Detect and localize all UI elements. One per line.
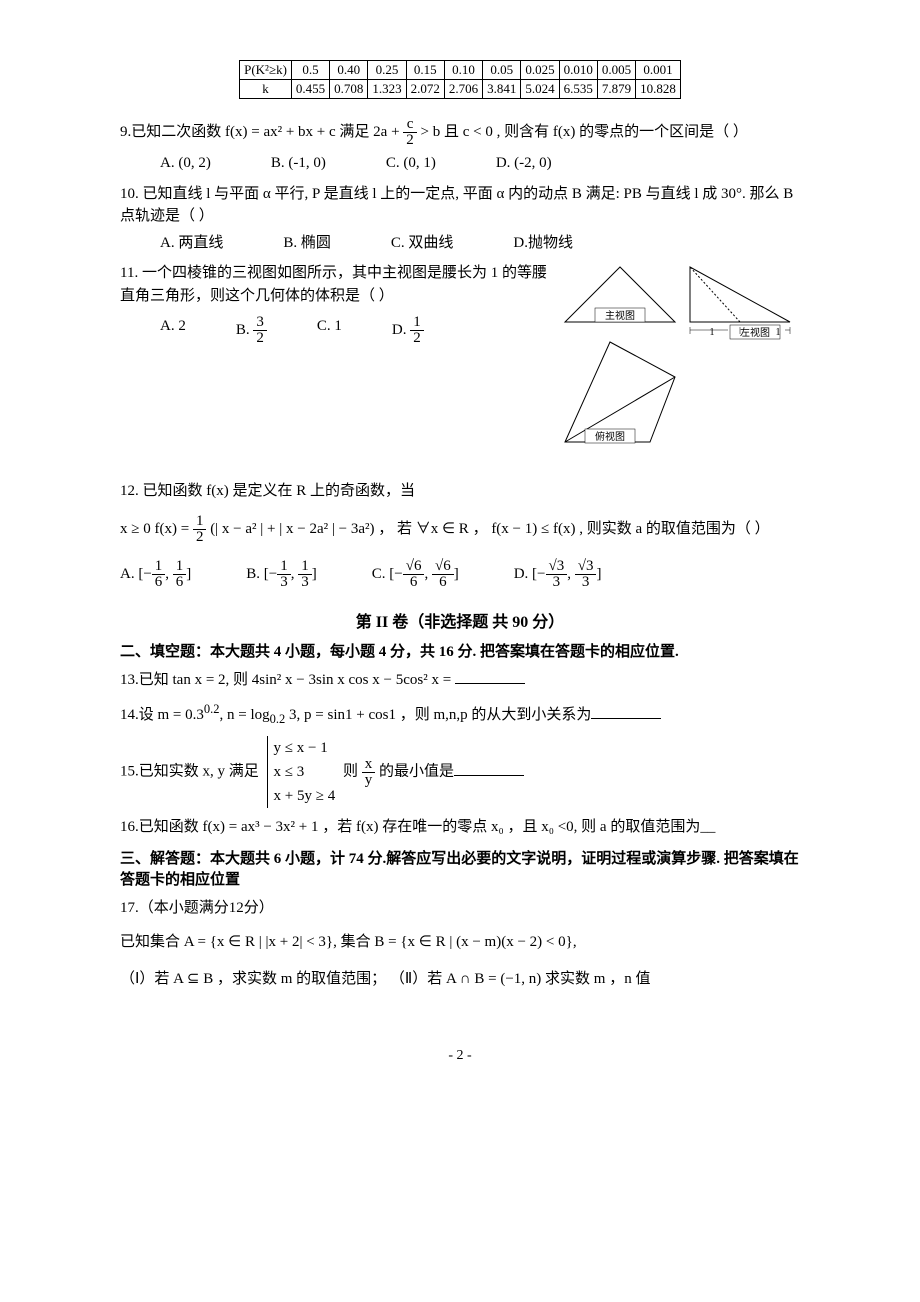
table-cell: 0.10 [444,61,482,80]
table-cell: 0.005 [597,61,635,80]
q10-options: A. 两直线 B. 椭圆 C. 双曲线 D.抛物线 [160,232,800,255]
question-9: 9.已知二次函数 f(x) = ax² + bx + c 满足 2a + c 2… [120,117,800,175]
q12-opt-c: C. [−√66, √66] [372,559,459,590]
three-views-diagram: 主视图 左视图 1 1 俯视图 [560,262,800,460]
q9-opt-c: C. (0, 1) [386,152,436,175]
q9-opt-b: B. (-1, 0) [271,152,326,175]
blank [591,704,661,719]
q12-opt-b: B. [−13, 13] [246,559,316,590]
table-cell: 10.828 [636,80,681,99]
table-cell: 5.024 [521,80,559,99]
q11-opt-a: A. 2 [160,315,186,346]
chi-square-table: P(K²≥k) 0.5 0.40 0.25 0.15 0.10 0.05 0.0… [239,60,681,99]
table-cell: 0.25 [368,61,406,80]
q9-frac: c 2 [403,117,417,148]
question-17: 17.（本小题满分12分） 已知集合 A = {x ∈ R | |x + 2| … [120,897,800,991]
q11-text: 11. 一个四棱锥的三视图如图所示，其中主视图是腰长为 1 的等腰直角三角形，则… [120,265,547,304]
q9-options: A. (0, 2) B. (-1, 0) C. (0, 1) D. (-2, 0… [160,152,800,175]
question-16: 16.已知函数 f(x) = ax³ − 3x² + 1 ，若 f(x) 存在唯… [120,816,800,839]
q10-text: 10. 已知直线 l 与平面 α 平行, P 是直线 l 上的一定点, 平面 α… [120,186,793,225]
table-cell: 0.05 [483,61,521,80]
table-cell: 0.010 [559,61,597,80]
q12-opt-a: A. [−16, 16] [120,559,191,590]
question-14: 14.设 m = 0.30.2, n = log0.2 3, p = sin1 … [120,700,800,729]
q11-opt-d: D. 12 [392,315,424,346]
section-3-sub: 三、解答题：本大题共 6 小题，计 74 分.解答应写出必要的文字说明，证明过程… [120,847,800,889]
q9-text-post: > b 且 c < 0 , 则含有 f(x) 的零点的一个区间是（ ） [421,124,748,140]
q10-opt-a: A. 两直线 [160,232,223,255]
q12-line1: 12. 已知函数 f(x) 是定义在 R 上的奇函数，当 [120,480,800,503]
table-cell: 1.323 [368,80,406,99]
q11-options: A. 2 B. 32 C. 1 D. 12 [160,315,550,346]
svg-text:1: 1 [776,327,781,338]
table-header-cell: k [240,80,292,99]
q12-options: A. [−16, 16] B. [−13, 13] C. [−√66, √66]… [120,559,800,590]
q10-opt-c: C. 双曲线 [391,232,454,255]
cases-bracket: y ≤ x − 1 x ≤ 3 x + 5y ≥ 4 [267,736,336,808]
question-13: 13.已知 tan x = 2, 则 4sin² x − 3sin x cos … [120,669,800,692]
blank [455,669,525,684]
section-2-title: 第 II 卷（非选择题 共 90 分） [120,608,800,632]
table-cell: 2.072 [406,80,444,99]
q9-text-pre: 9.已知二次函数 f(x) = ax² + bx + c 满足 2a + [120,124,403,140]
table-cell: 0.455 [291,80,329,99]
table-cell: 7.879 [597,80,635,99]
question-10: 10. 已知直线 l 与平面 α 平行, P 是直线 l 上的一定点, 平面 α… [120,183,800,255]
svg-text:左视图: 左视图 [740,326,770,339]
table-cell: 3.841 [483,80,521,99]
views-svg: 主视图 左视图 1 1 俯视图 [560,262,800,452]
table-row: P(K²≥k) 0.5 0.40 0.25 0.15 0.10 0.05 0.0… [240,61,681,80]
table-cell: 0.708 [330,80,368,99]
table-cell: 0.15 [406,61,444,80]
table-cell: 0.025 [521,61,559,80]
table-cell: 6.535 [559,80,597,99]
q9-opt-d: D. (-2, 0) [496,152,552,175]
table-cell: 0.001 [636,61,681,80]
section-2-sub: 二、填空题：本大题共 4 小题，每小题 4 分，共 16 分. 把答案填在答题卡… [120,640,800,661]
q11-opt-b: B. 32 [236,315,267,346]
blank [454,761,524,776]
table-cell: 2.706 [444,80,482,99]
page-number: - 2 - [20,1048,900,1064]
svg-text:俯视图: 俯视图 [595,430,625,443]
q10-opt-d: D.抛物线 [513,232,573,255]
q9-opt-a: A. (0, 2) [160,152,211,175]
table-row: k 0.455 0.708 1.323 2.072 2.706 3.841 5.… [240,80,681,99]
question-11: 主视图 左视图 1 1 俯视图 11. 一个四棱锥的三视图如图所示，其中主视图是… [120,262,800,460]
svg-text:1: 1 [710,327,715,338]
question-15: 15.已知实数 x, y 满足 y ≤ x − 1 x ≤ 3 x + 5y ≥… [120,736,800,808]
question-12: 12. 已知函数 f(x) 是定义在 R 上的奇函数，当 x ≥ 0 f(x) … [120,480,800,591]
q10-opt-b: B. 椭圆 [283,232,331,255]
q12-opt-d: D. [−√33, √33] [514,559,602,590]
svg-text:主视图: 主视图 [605,309,635,322]
table-header-cell: P(K²≥k) [240,61,292,80]
q11-opt-c: C. 1 [317,315,342,346]
table-cell: 0.40 [330,61,368,80]
table-cell: 0.5 [291,61,329,80]
